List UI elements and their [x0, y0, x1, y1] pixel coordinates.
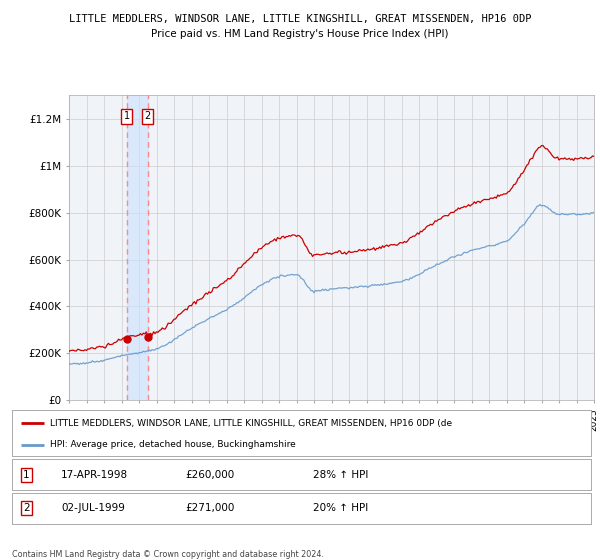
Text: Price paid vs. HM Land Registry's House Price Index (HPI): Price paid vs. HM Land Registry's House …	[151, 29, 449, 39]
Point	[122, 335, 131, 344]
Text: 2: 2	[23, 503, 30, 513]
Text: 17-APR-1998: 17-APR-1998	[61, 470, 128, 479]
Text: 20% ↑ HPI: 20% ↑ HPI	[313, 503, 368, 513]
Text: 02-JUL-1999: 02-JUL-1999	[61, 503, 125, 513]
Point	[143, 332, 152, 341]
Text: Contains HM Land Registry data © Crown copyright and database right 2024.
This d: Contains HM Land Registry data © Crown c…	[12, 550, 324, 560]
Text: £260,000: £260,000	[186, 470, 235, 479]
Bar	[127, 95, 148, 400]
Text: LITTLE MEDDLERS, WINDSOR LANE, LITTLE KINGSHILL, GREAT MISSENDEN, HP16 0DP (de: LITTLE MEDDLERS, WINDSOR LANE, LITTLE KI…	[50, 419, 452, 428]
Text: 1: 1	[23, 470, 30, 479]
Text: LITTLE MEDDLERS, WINDSOR LANE, LITTLE KINGSHILL, GREAT MISSENDEN, HP16 0DP: LITTLE MEDDLERS, WINDSOR LANE, LITTLE KI…	[69, 14, 531, 24]
Text: 2: 2	[145, 111, 151, 122]
Text: 28% ↑ HPI: 28% ↑ HPI	[313, 470, 368, 479]
Text: 1: 1	[124, 111, 130, 122]
Text: £271,000: £271,000	[186, 503, 235, 513]
Text: HPI: Average price, detached house, Buckinghamshire: HPI: Average price, detached house, Buck…	[50, 440, 295, 450]
